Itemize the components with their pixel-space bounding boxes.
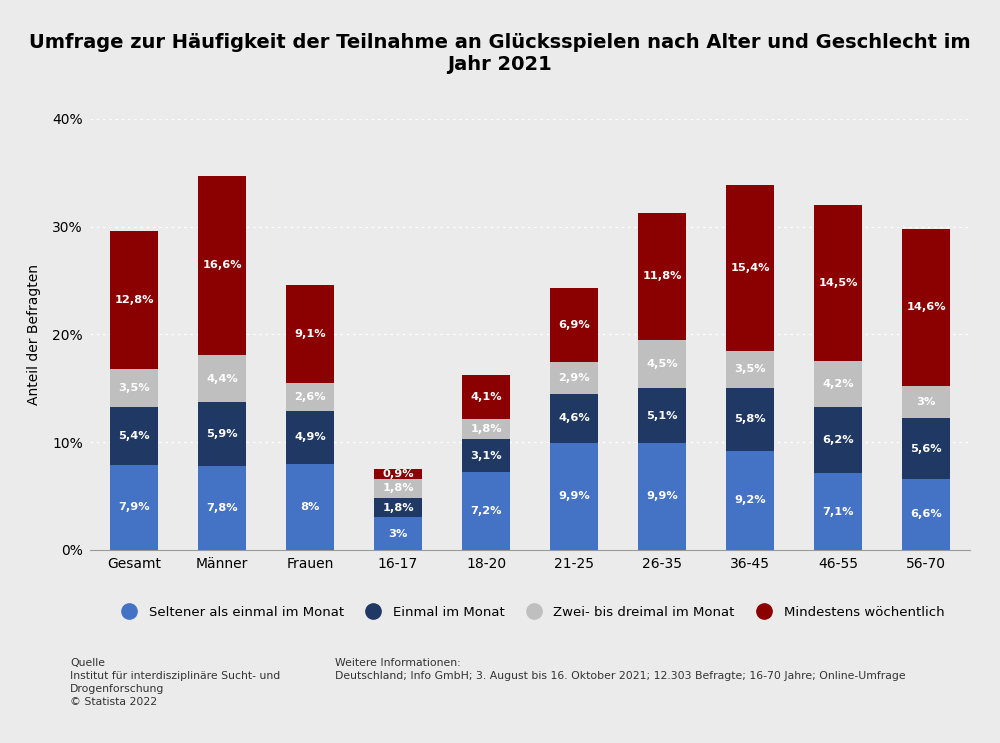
Text: 4,1%: 4,1% [470, 392, 502, 403]
Text: 14,5%: 14,5% [818, 278, 858, 288]
Bar [110, 231, 158, 369]
Text: 2,9%: 2,9% [558, 373, 590, 383]
Bar [286, 383, 334, 411]
Text: 7,2%: 7,2% [470, 506, 502, 516]
Legend: Seltener als einmal im Monat, Einmal im Monat, Zwei- bis dreimal im Monat, Minde: Seltener als einmal im Monat, Einmal im … [116, 606, 944, 619]
Text: 16,6%: 16,6% [202, 260, 242, 270]
Bar [286, 411, 334, 464]
Bar [550, 394, 598, 443]
Text: 3,5%: 3,5% [118, 383, 150, 393]
Bar [374, 517, 422, 550]
Text: 6,9%: 6,9% [558, 320, 590, 330]
Bar [726, 388, 774, 451]
Text: 8%: 8% [300, 502, 320, 512]
Bar [902, 229, 950, 386]
Bar [286, 285, 334, 383]
Text: 15,4%: 15,4% [730, 262, 770, 273]
Bar [550, 363, 598, 394]
Bar [638, 388, 686, 443]
Bar [814, 473, 862, 550]
Text: 9,1%: 9,1% [294, 329, 326, 339]
Bar [286, 464, 334, 550]
Text: 4,2%: 4,2% [822, 379, 854, 389]
Text: 7,9%: 7,9% [118, 502, 150, 512]
Text: 1,8%: 1,8% [470, 424, 502, 434]
Bar [814, 406, 862, 473]
Bar [814, 205, 862, 361]
Text: Umfrage zur Häufigkeit der Teilnahme an Glücksspielen nach Alter und Geschlecht : Umfrage zur Häufigkeit der Teilnahme an … [29, 33, 971, 74]
Bar [726, 351, 774, 388]
Text: 14,6%: 14,6% [906, 302, 946, 312]
Bar [902, 478, 950, 550]
Text: 5,6%: 5,6% [910, 444, 942, 453]
Text: 3%: 3% [388, 529, 408, 539]
Bar [726, 451, 774, 550]
Text: 9,2%: 9,2% [734, 496, 766, 505]
Text: 0,9%: 0,9% [382, 469, 414, 479]
Text: 7,8%: 7,8% [206, 503, 238, 513]
Bar [462, 473, 510, 550]
Text: 7,1%: 7,1% [822, 507, 854, 516]
Bar [726, 184, 774, 351]
Bar [550, 288, 598, 363]
Text: 9,9%: 9,9% [558, 491, 590, 502]
Bar [374, 498, 422, 517]
Text: 5,1%: 5,1% [646, 411, 678, 421]
Text: 11,8%: 11,8% [642, 271, 682, 281]
Bar [374, 469, 422, 478]
Text: 12,8%: 12,8% [114, 295, 154, 305]
Bar [110, 369, 158, 406]
Bar [462, 439, 510, 473]
Y-axis label: Anteil der Befragten: Anteil der Befragten [27, 264, 41, 405]
Text: 3,5%: 3,5% [734, 364, 766, 374]
Bar [814, 361, 862, 406]
Bar [110, 464, 158, 550]
Bar [462, 375, 510, 420]
Bar [198, 176, 246, 355]
Bar [462, 420, 510, 439]
Bar [638, 443, 686, 550]
Text: 4,9%: 4,9% [294, 432, 326, 442]
Text: 5,8%: 5,8% [734, 415, 766, 424]
Bar [902, 386, 950, 418]
Bar [550, 443, 598, 550]
Text: 5,4%: 5,4% [118, 431, 150, 441]
Text: 4,4%: 4,4% [206, 374, 238, 383]
Text: Quelle
Institut für interdisziplinäre Sucht- und
Drogenforschung
© Statista 2022: Quelle Institut für interdisziplinäre Su… [70, 658, 280, 707]
Text: Weitere Informationen:
Deutschland; Info GmbH; 3. August bis 16. Oktober 2021; 1: Weitere Informationen: Deutschland; Info… [335, 658, 906, 681]
Bar [638, 340, 686, 388]
Text: 1,8%: 1,8% [382, 484, 414, 493]
Text: 3%: 3% [916, 398, 936, 407]
Bar [374, 478, 422, 498]
Text: 5,9%: 5,9% [206, 429, 238, 439]
Text: 6,6%: 6,6% [910, 509, 942, 519]
Bar [198, 466, 246, 550]
Bar [902, 418, 950, 478]
Bar [198, 355, 246, 402]
Text: 6,2%: 6,2% [822, 435, 854, 445]
Bar [110, 406, 158, 464]
Bar [198, 402, 246, 466]
Text: 1,8%: 1,8% [382, 503, 414, 513]
Text: 9,9%: 9,9% [646, 491, 678, 502]
Bar [638, 212, 686, 340]
Text: 3,1%: 3,1% [470, 450, 502, 461]
Text: 4,6%: 4,6% [558, 413, 590, 424]
Text: 4,5%: 4,5% [646, 359, 678, 369]
Text: 2,6%: 2,6% [294, 392, 326, 402]
